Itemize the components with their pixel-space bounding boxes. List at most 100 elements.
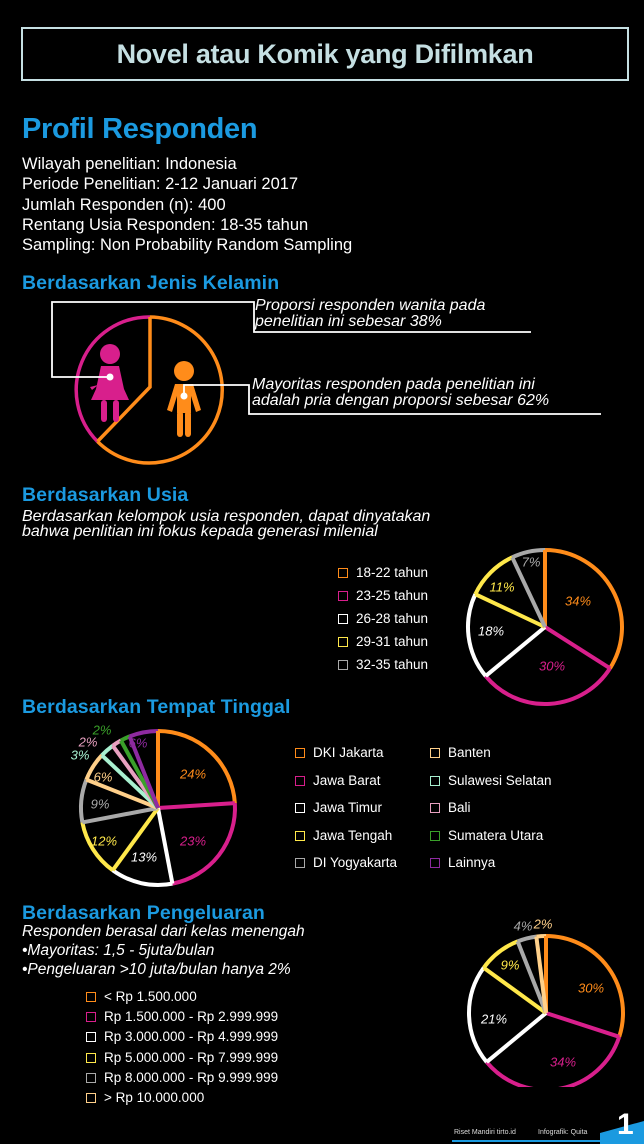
profile-details: Wilayah penelitian: Indonesia Periode Pe… xyxy=(22,154,352,255)
pie-slice xyxy=(111,868,173,887)
slice-edge xyxy=(157,801,235,810)
slice-divider xyxy=(96,317,152,443)
male-callout-line xyxy=(183,384,601,415)
profile-line-period: Periode Penelitian: 2-12 Januari 2017 xyxy=(22,175,299,194)
slice-label: 2% xyxy=(78,734,98,749)
title-banner: Novel atau Komik yang Difilmkan xyxy=(21,27,629,81)
legend-swatch-icon xyxy=(295,775,305,786)
legend-swatch-icon xyxy=(430,802,440,813)
legend-item: Jawa Timur xyxy=(295,800,382,815)
pie-slice xyxy=(544,548,624,670)
legend-label: Rp 1.500.000 - Rp 2.999.999 xyxy=(104,1009,279,1024)
slice-edge xyxy=(515,940,548,1014)
female-person-icon xyxy=(90,344,129,422)
slice-edge xyxy=(510,556,547,628)
slice-label: 9% xyxy=(501,957,520,972)
male-note: Mayoritas responden pada penelitian ini … xyxy=(252,377,549,409)
pie-slice xyxy=(484,667,612,706)
legend-item: Jawa Tengah xyxy=(295,828,392,843)
slice-label: 6% xyxy=(94,769,113,784)
legend-item: DI Yogyakarta xyxy=(295,855,397,870)
pie-slice xyxy=(100,744,114,757)
legend-item: Bali xyxy=(430,800,471,815)
source-credit: Riset Mandiri tirto.id xyxy=(454,1129,516,1136)
legend-label: 26-28 tahun xyxy=(356,611,429,626)
slice-label: 3% xyxy=(71,747,90,762)
pie-slice xyxy=(80,822,114,872)
legend-item: Rp 1.500.000 - Rp 2.999.999 xyxy=(86,1009,278,1024)
slice-edge xyxy=(484,625,547,678)
slice-label: 21% xyxy=(480,1011,507,1026)
legend-label: < Rp 1.500.000 xyxy=(104,989,197,1004)
legend-item: Lainnya xyxy=(430,855,495,870)
pie-slice xyxy=(84,753,104,781)
slice-label: 24% xyxy=(179,766,206,781)
profile-line-sampling: Sampling: Non Probability Random Samplin… xyxy=(22,236,353,255)
legend-label: 32-35 tahun xyxy=(356,657,429,672)
legend-label: Sulawesi Selatan xyxy=(448,773,552,788)
footer-rule xyxy=(452,1140,644,1142)
slice-label: 12% xyxy=(91,833,117,848)
legend-swatch-icon xyxy=(86,1052,96,1063)
slice-edge xyxy=(111,806,160,872)
male-note-line2: adalah pria dengan proporsi sebesar 62% xyxy=(252,392,550,409)
slice-edge xyxy=(474,592,546,629)
legend-label: Jawa Timur xyxy=(313,800,383,815)
legend-label: 23-25 tahun xyxy=(356,588,429,603)
legend-item: 29-31 tahun xyxy=(338,634,428,649)
female-note: Proporsi responden wanita pada penelitia… xyxy=(255,298,485,330)
spending-notes: Responden berasal dari kelas menengah •M… xyxy=(22,922,305,979)
legend-label: > Rp 10.000.000 xyxy=(104,1090,205,1105)
legend-label: Rp 3.000.000 - Rp 4.999.999 xyxy=(104,1029,279,1044)
female-note-line2: penelitian ini sebesar 38% xyxy=(255,313,442,330)
legend-label: DKI Jakarta xyxy=(313,745,384,760)
legend-swatch-icon xyxy=(295,830,305,841)
slice-label: 4% xyxy=(514,918,533,933)
age-legend: 18-22 tahun 23-25 tahun 26-28 tahun 29-31 t… xyxy=(338,565,458,675)
age-subtitle: Berdasarkan kelompok usia responden, dap… xyxy=(22,509,430,540)
profile-line-region: Wilayah penelitian: Indonesia xyxy=(22,155,237,173)
slice-label: 9% xyxy=(91,796,110,811)
legend-swatch-icon xyxy=(338,590,348,601)
legend-swatch-icon xyxy=(430,775,440,786)
age-subtitle-line2: bahwa penlitian ini fokus kepada generas… xyxy=(22,523,378,540)
spending-note-line2: •Mayoritas: 1,5 - 5juta/bulan xyxy=(22,942,215,959)
legend-label: Lainnya xyxy=(448,855,496,870)
legend-swatch-icon xyxy=(338,659,348,670)
legend-item: Rp 8.000.000 - Rp 9.999.999 xyxy=(86,1070,278,1085)
legend-label: Rp 8.000.000 - Rp 9.999.999 xyxy=(104,1070,279,1085)
legend-item: 26-28 tahun xyxy=(338,611,428,626)
slice-label: 18% xyxy=(478,623,504,638)
legend-swatch-icon xyxy=(86,1072,96,1083)
female-slice xyxy=(74,315,151,443)
spending-note-line3: •Pengeluaran >10 juta/bulan hanya 2% xyxy=(22,961,291,978)
legend-label: Jawa Barat xyxy=(313,773,381,788)
legend-item: 18-22 tahun xyxy=(338,565,428,580)
page-title: Novel atau Komik yang Difilmkan xyxy=(116,38,534,69)
legend-item: Banten xyxy=(430,745,491,760)
legend-item: Sulawesi Selatan xyxy=(430,773,552,788)
female-note-line1: Proporsi responden wanita pada xyxy=(255,297,486,314)
pie-slice xyxy=(79,778,89,823)
slice-label: 7% xyxy=(522,554,541,569)
legend-label: DI Yogyakarta xyxy=(313,855,398,870)
legend-item: 23-25 tahun xyxy=(338,588,428,603)
residence-heading: Berdasarkan Tempat Tinggal xyxy=(22,696,291,718)
slice-edge xyxy=(127,735,160,809)
legend-swatch-icon xyxy=(86,1092,96,1103)
legend-label: Rp 5.000.000 - Rp 7.999.999 xyxy=(104,1050,279,1065)
residence-pie: 24%23%13%12%9%6%3%2%2%6% xyxy=(71,722,237,887)
slice-edge xyxy=(534,936,548,1014)
slice-edge xyxy=(482,966,548,1015)
slice-label: 30% xyxy=(578,980,604,995)
legend-item: Rp 3.000.000 - Rp 4.999.999 xyxy=(86,1029,278,1044)
slice-edge xyxy=(156,807,175,885)
legend-swatch-icon xyxy=(86,1011,96,1022)
legend-swatch-icon xyxy=(338,613,348,624)
legend-item: < Rp 1.500.000 xyxy=(86,989,197,1004)
legend-swatch-icon xyxy=(295,747,305,758)
legend-swatch-icon xyxy=(86,991,96,1002)
pie-slice xyxy=(485,1036,622,1087)
male-person-icon xyxy=(167,361,201,437)
slice-edge xyxy=(81,806,159,825)
